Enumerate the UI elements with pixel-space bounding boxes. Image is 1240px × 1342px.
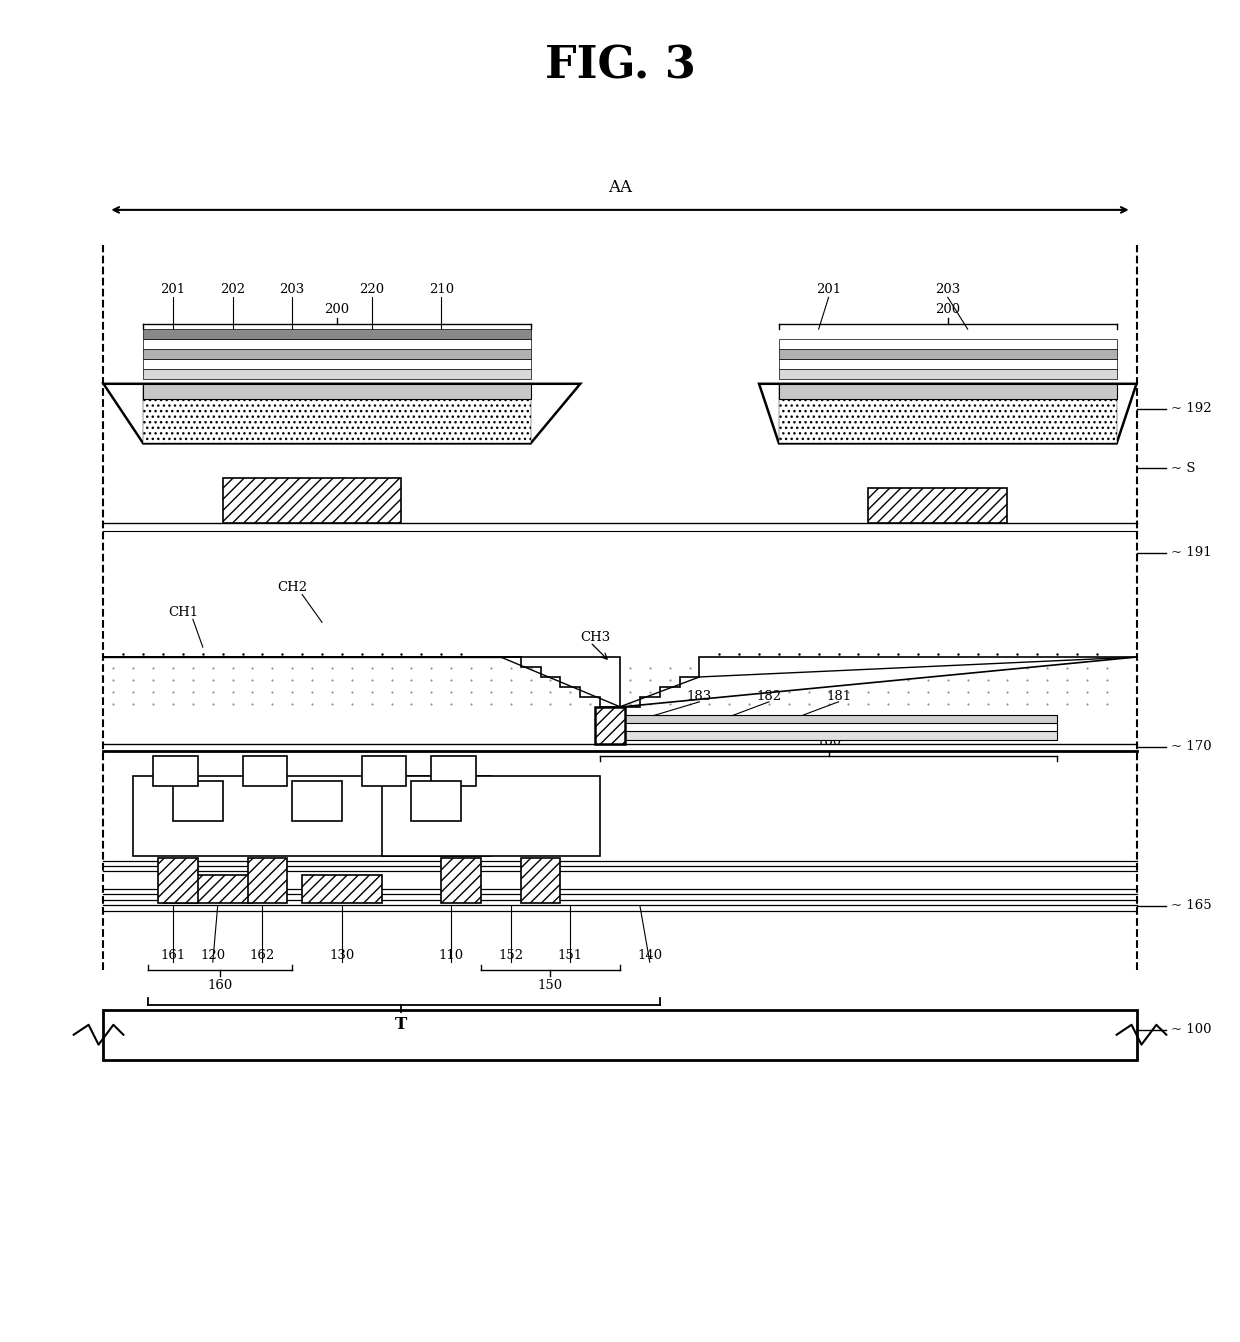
Text: ~ 192: ~ 192 — [1172, 403, 1211, 415]
Bar — [223, 478, 402, 523]
Bar — [779, 384, 1117, 399]
Bar — [441, 858, 481, 903]
Bar — [159, 858, 198, 903]
Bar — [144, 349, 531, 358]
Text: 130: 130 — [330, 949, 355, 962]
Bar — [779, 369, 1117, 378]
Text: ~ 165: ~ 165 — [1172, 899, 1211, 913]
Text: T: T — [396, 1016, 408, 1033]
Text: 140: 140 — [637, 949, 662, 962]
Bar — [293, 781, 342, 821]
Text: 202: 202 — [219, 283, 246, 295]
Bar — [248, 858, 288, 903]
Bar — [595, 707, 625, 743]
Bar — [412, 781, 461, 821]
Bar — [600, 723, 1056, 731]
Text: 180: 180 — [816, 735, 841, 747]
Text: 151: 151 — [558, 949, 583, 962]
Polygon shape — [759, 384, 1137, 443]
Text: ~ S: ~ S — [1172, 462, 1195, 475]
Bar — [779, 340, 1117, 349]
Text: CH2: CH2 — [278, 581, 308, 595]
Bar — [779, 349, 1117, 358]
Bar — [303, 875, 382, 903]
Text: 152: 152 — [498, 949, 523, 962]
Polygon shape — [103, 658, 620, 707]
Text: 203: 203 — [935, 283, 961, 295]
Text: AA: AA — [608, 178, 632, 196]
Text: 120: 120 — [200, 949, 226, 962]
Bar — [144, 358, 531, 369]
Bar — [382, 776, 600, 856]
Bar — [243, 757, 288, 786]
Text: ~ 170: ~ 170 — [1172, 739, 1211, 753]
Bar — [144, 384, 531, 443]
Text: 150: 150 — [538, 978, 563, 992]
Bar — [164, 875, 253, 903]
Text: 200: 200 — [325, 303, 350, 315]
Text: FIG. 3: FIG. 3 — [544, 44, 696, 87]
Text: 201: 201 — [816, 283, 841, 295]
Bar — [154, 757, 198, 786]
Text: 210: 210 — [429, 283, 454, 295]
Bar — [174, 781, 223, 821]
Text: 201: 201 — [160, 283, 186, 295]
Text: CH3: CH3 — [580, 631, 610, 644]
Text: 160: 160 — [207, 978, 232, 992]
Bar — [144, 340, 531, 349]
Bar — [103, 1011, 1137, 1060]
Bar — [432, 757, 476, 786]
Text: 182: 182 — [756, 690, 781, 703]
Bar — [779, 358, 1117, 369]
Text: CH1: CH1 — [167, 605, 198, 619]
Bar — [600, 715, 1056, 723]
Text: 181: 181 — [826, 690, 851, 703]
Bar — [144, 384, 531, 399]
Bar — [868, 488, 1007, 523]
Polygon shape — [103, 384, 580, 443]
Text: 161: 161 — [160, 949, 186, 962]
Polygon shape — [620, 658, 1137, 707]
Bar — [521, 858, 560, 903]
Bar — [362, 757, 407, 786]
Text: 203: 203 — [279, 283, 305, 295]
Text: 200: 200 — [935, 303, 960, 315]
Text: ~ 100: ~ 100 — [1172, 1023, 1211, 1036]
Bar — [600, 730, 1056, 739]
Text: 162: 162 — [249, 949, 275, 962]
Bar — [144, 369, 531, 378]
Text: 220: 220 — [360, 283, 384, 295]
Text: 183: 183 — [687, 690, 712, 703]
Text: ~ 191: ~ 191 — [1172, 546, 1211, 560]
Bar — [133, 776, 491, 856]
Bar — [144, 329, 531, 340]
Text: 110: 110 — [439, 949, 464, 962]
Bar — [779, 384, 1117, 443]
